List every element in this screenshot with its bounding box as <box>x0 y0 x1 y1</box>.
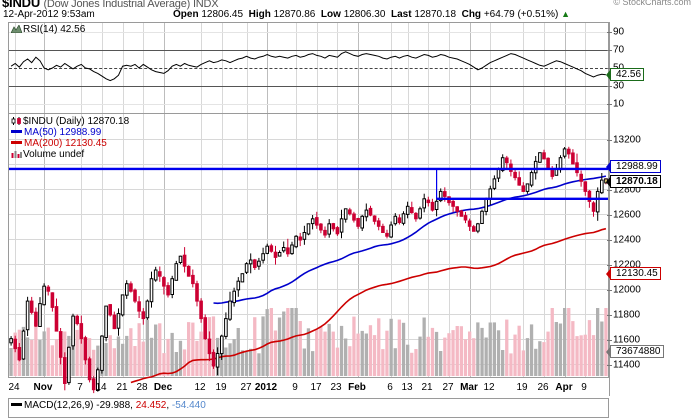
macd-legend: MACD(12,26,9) -29.988, 24.452, -54.440 <box>11 400 206 411</box>
macd-name: MACD(12,26,9) <box>24 400 94 411</box>
y-tick-price: 11800 <box>613 309 641 321</box>
symbol-description: (Dow Jones Industrial Average) INDX <box>43 0 219 10</box>
y-axis-line <box>609 22 610 396</box>
x-tick: 17 <box>310 382 322 393</box>
x-tick: 26 <box>537 382 549 393</box>
rsi-icon <box>11 25 22 33</box>
x-tick: 21 <box>421 382 433 393</box>
x-tick: Apr <box>555 382 573 393</box>
y-tick-price: 11600 <box>613 334 641 346</box>
value-badge: 73674880 <box>606 345 664 358</box>
badge-pointer-icon <box>606 268 611 280</box>
x-tick: 14 <box>95 382 107 393</box>
badge-pointer-icon <box>606 161 611 173</box>
chart-header: $INDU (Dow Jones Industrial Average) IND… <box>0 0 694 22</box>
last-value: 12870.18 <box>414 9 457 20</box>
candlestick-icon <box>11 117 21 125</box>
x-tick: 13 <box>401 382 413 393</box>
x-tick: 6 <box>387 382 393 393</box>
chg-value: +64.79 (+0.51%) <box>483 9 559 20</box>
x-tick: 19 <box>215 382 227 393</box>
x-tick: 12 <box>483 382 495 393</box>
macd-value-3: -54.440 <box>171 400 206 411</box>
x-tick: 12 <box>194 382 206 393</box>
price-panel <box>8 114 609 394</box>
value-badge: 12988.99 <box>606 160 661 173</box>
x-tick: 21 <box>116 382 128 393</box>
x-tick: 28 <box>136 382 148 393</box>
x-tick: 24 <box>8 382 20 393</box>
macd-comma-2: , <box>166 400 170 411</box>
badge-label: 12988.99 <box>616 161 658 172</box>
y-tick-rsi: 30 <box>613 80 625 92</box>
x-tick: Dec <box>153 382 173 393</box>
y-tick-price: 12000 <box>613 284 641 296</box>
macd-value-2: 24.452 <box>135 400 167 411</box>
last-label: Last <box>390 9 412 20</box>
volume-legend-text: Volume undef <box>23 149 85 160</box>
chg-label: Chg <box>461 9 482 20</box>
rsi-legend-text: RSI(14) 42.56 <box>23 24 86 35</box>
badge-label: 42.56 <box>616 69 642 80</box>
x-tick: 2012 <box>254 382 278 393</box>
badge-pointer-icon <box>606 346 611 358</box>
y-tick-price: 12600 <box>613 209 641 221</box>
y-tick-rsi: 10 <box>613 98 625 110</box>
badge-pointer-icon <box>606 69 611 81</box>
open-label: Open <box>173 9 199 20</box>
high-value: 12870.86 <box>273 9 316 20</box>
y-tick-price: 11400 <box>613 359 641 371</box>
x-tick: 19 <box>516 382 528 393</box>
y-tick-price: 12400 <box>613 234 641 246</box>
x-tick: 7 <box>77 382 83 393</box>
rsi-panel <box>8 22 609 114</box>
x-tick: 9 <box>581 382 587 393</box>
ma200-legend-text: MA(200) 12130.45 <box>24 138 107 149</box>
x-tick: Mar <box>460 382 478 393</box>
quote-datetime: 12-Apr-2012 9:53am <box>3 9 95 20</box>
high-label: High <box>248 9 271 20</box>
badge-label: 12870.18 <box>616 176 658 187</box>
rsi-plot <box>10 51 606 82</box>
y-tick-rsi: 70 <box>613 44 625 56</box>
badge-label: 12130.45 <box>616 268 658 279</box>
symbol-title: $INDU (Dow Jones Industrial Average) IND… <box>2 0 219 10</box>
ma50-swatch <box>11 130 22 133</box>
x-tick: 23 <box>330 382 342 393</box>
symbol-ticker: $INDU <box>2 0 41 10</box>
badge-label: 73674880 <box>616 346 661 357</box>
price-legend-title: $INDU (Daily) 12870.18 <box>23 116 130 127</box>
value-badge: 12130.45 <box>606 267 661 280</box>
x-tick: 27 <box>442 382 454 393</box>
macd-value-1: -29.988 <box>96 400 131 411</box>
x-tick: 27 <box>240 382 252 393</box>
up-arrow-icon: ▲ <box>561 9 571 19</box>
y-tick-rsi: 90 <box>613 26 625 38</box>
y-tick-price: 13200 <box>613 134 641 146</box>
open-value: 12806.45 <box>201 9 244 20</box>
badge-pointer-icon <box>606 176 611 188</box>
x-tick: Feb <box>348 382 366 393</box>
value-badge: 12870.18 <box>606 175 661 188</box>
rsi-legend: RSI(14) 42.56 <box>11 24 85 35</box>
watermark: © StockCharts.com <box>613 0 691 7</box>
x-axis: 24 Nov 7 14 21 28 Dec 12 19 27 2012 9 17 23 Feb 6 13 21 27… <box>8 382 609 396</box>
ma50-legend-text: MA(50) 12988.99 <box>24 127 102 138</box>
x-tick: Nov <box>33 382 53 393</box>
y-tick-price: 12200 <box>613 259 641 271</box>
x-tick: 9 <box>292 382 298 393</box>
volume-icon <box>11 151 22 158</box>
price-legend: $INDU (Daily) 12870.18 MA(50) 12988.99 M… <box>11 116 129 160</box>
low-value: 12806.30 <box>343 9 386 20</box>
ma200-swatch <box>11 141 22 144</box>
low-label: Low <box>320 9 341 20</box>
quote-summary: Open 12806.45 High 12870.86 Low 12806.30… <box>173 9 570 20</box>
y-tick-price: 12800 <box>613 184 641 196</box>
macd-swatch <box>11 403 22 406</box>
value-badge: 42.56 <box>606 68 645 81</box>
macd-comma-1: , <box>130 400 133 411</box>
